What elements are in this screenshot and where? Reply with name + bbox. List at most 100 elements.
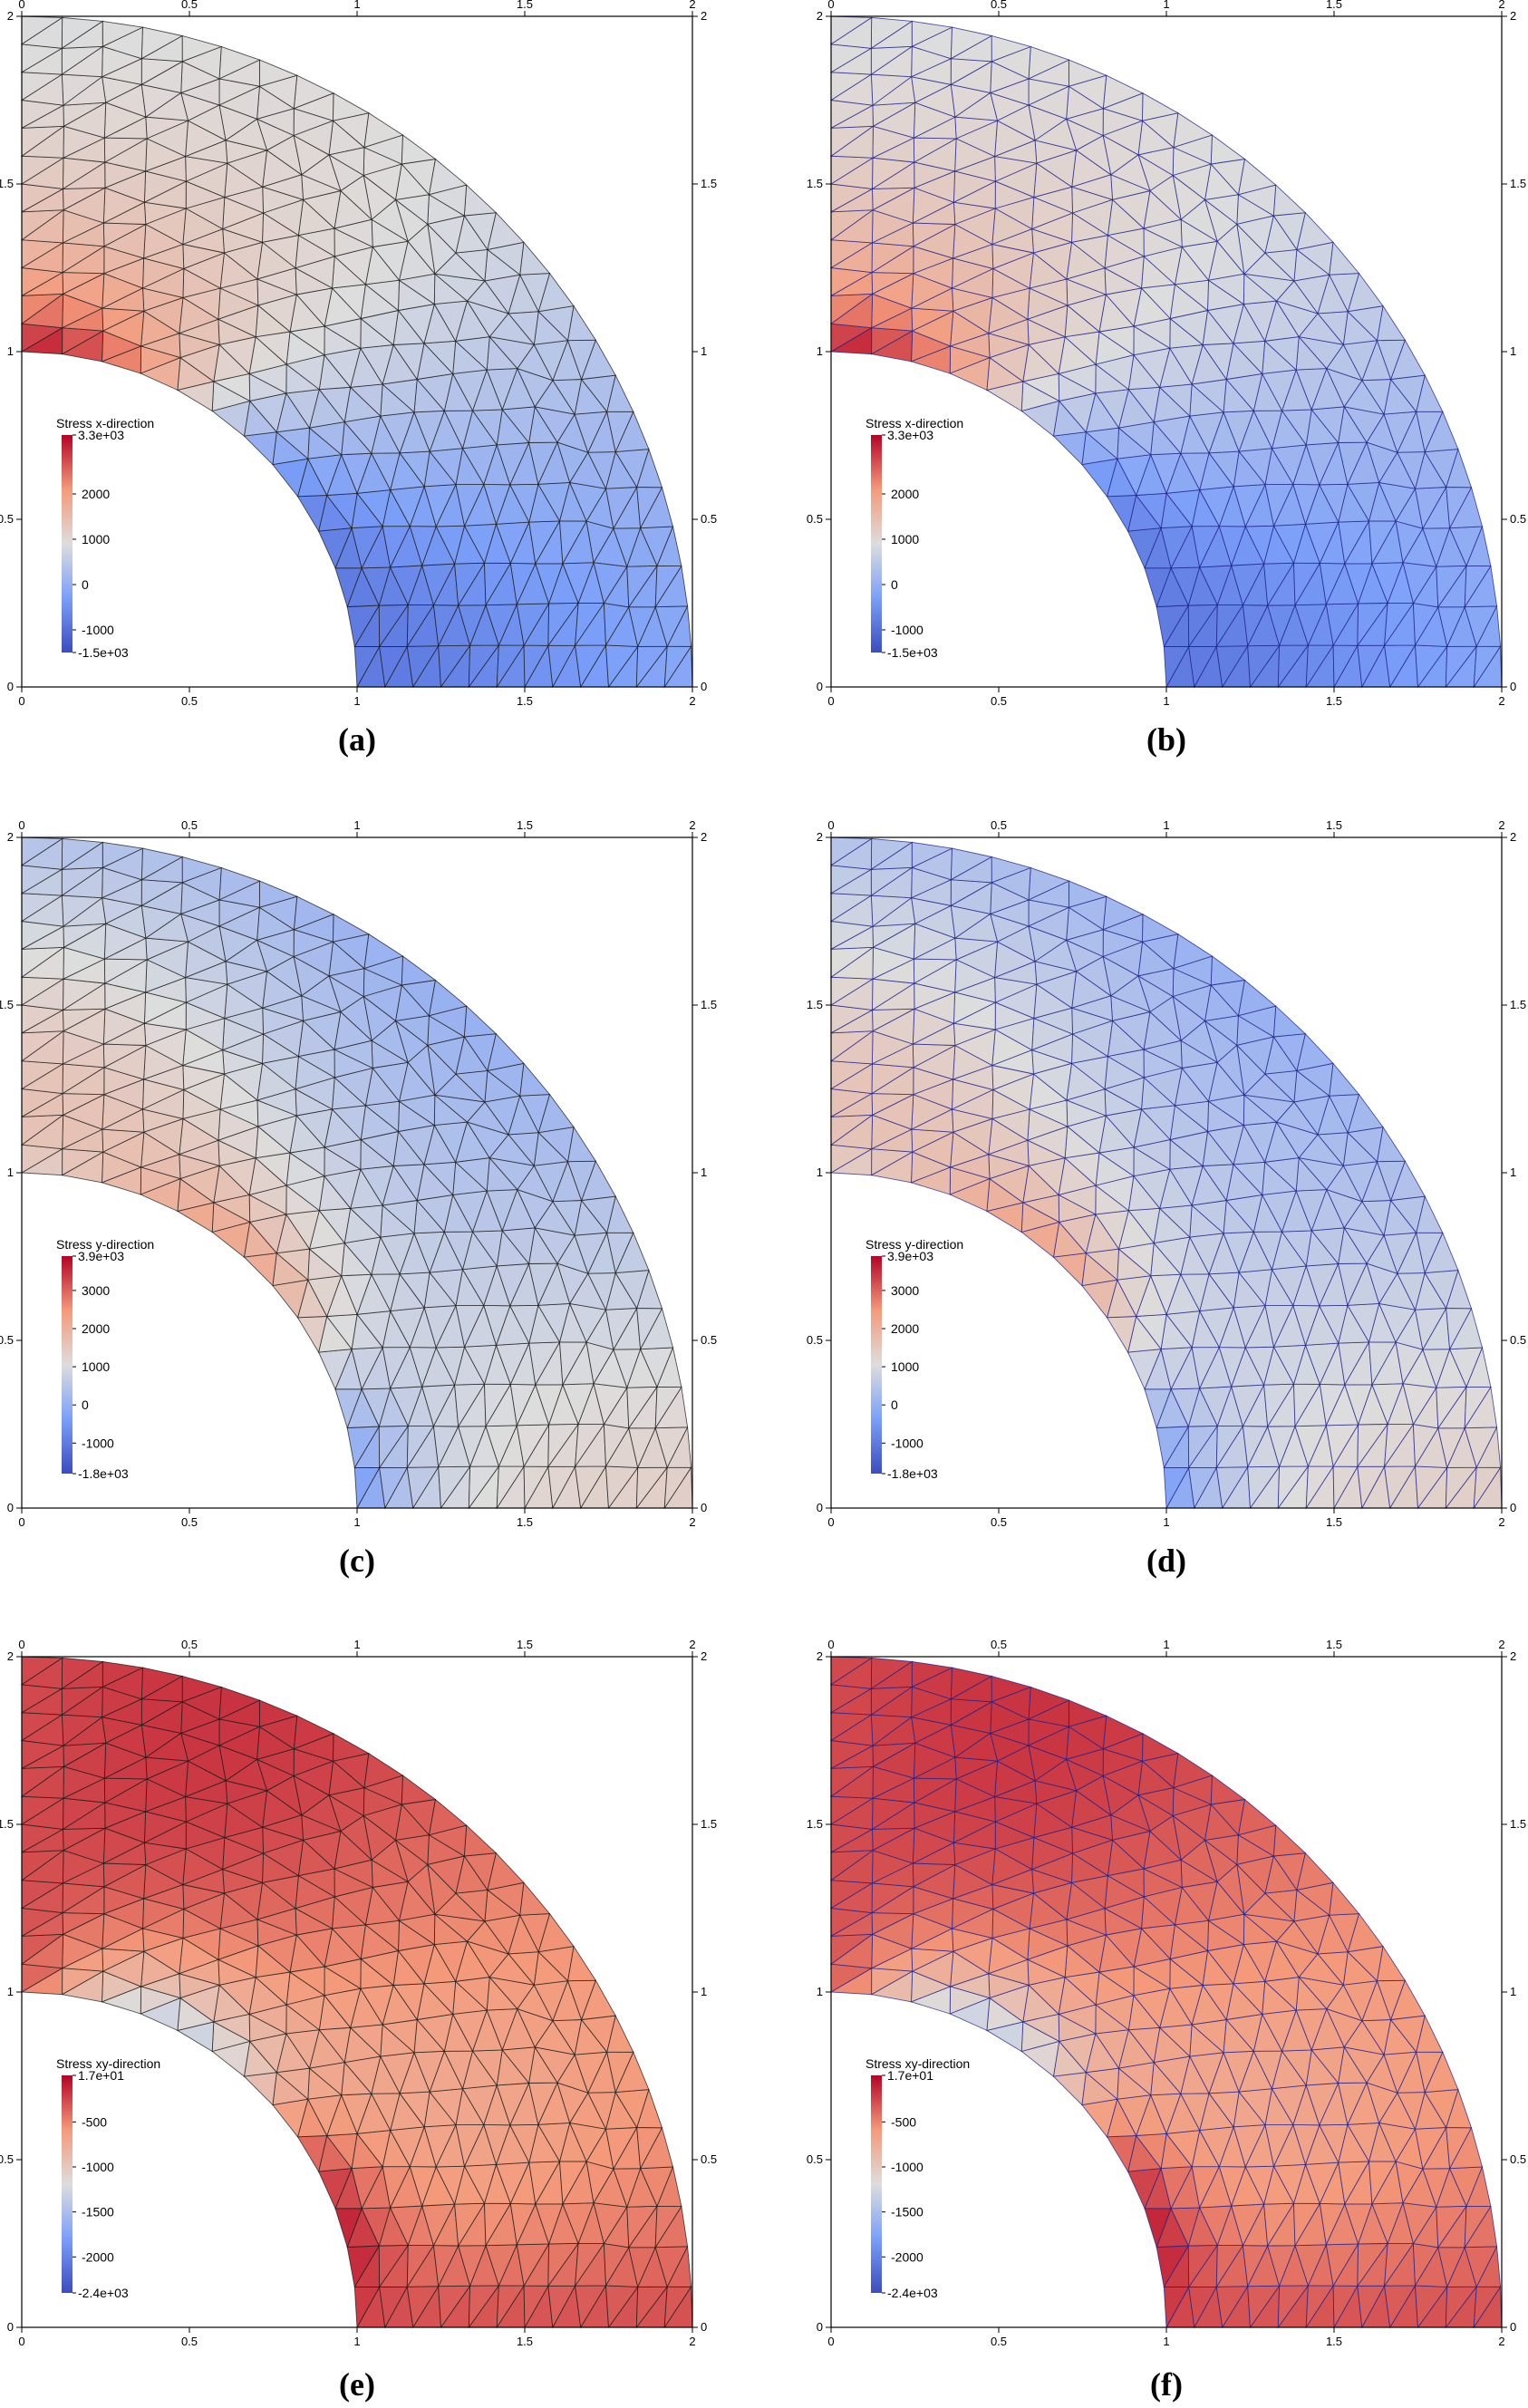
y-tick-label-right: 1.5 (701, 998, 717, 1011)
y-tick-label-left: 2 (7, 1649, 14, 1663)
x-tick-label-top: 2 (689, 1638, 695, 1651)
x-tick-label-top: 1 (353, 0, 360, 11)
x-tick-label-top: 1.5 (1326, 1638, 1342, 1651)
x-tick-label-bottom: 2 (1498, 694, 1504, 708)
x-tick-label-top: 0.5 (991, 1638, 1007, 1651)
colorbar (62, 1256, 73, 1474)
y-tick-label-right: 2 (701, 1649, 707, 1663)
legend-title: Stress xy-direction (866, 2056, 970, 2071)
mesh-element (1052, 1252, 1087, 1287)
x-tick-label-top: 1.5 (517, 1638, 533, 1651)
x-tick-label-top: 0 (18, 818, 24, 832)
y-tick-label-left: 2 (7, 830, 14, 844)
legend-tick-label: 1000 (82, 1359, 110, 1374)
y-tick-label-left: 1 (817, 344, 823, 358)
legend-max-label: 3.3e+03 (887, 428, 933, 442)
legend-tick-label: 2000 (891, 1321, 919, 1336)
x-tick-label-bottom: 1 (353, 694, 360, 708)
legend-tick-label: 1000 (891, 1359, 919, 1374)
y-tick-label-right: 0.5 (1510, 512, 1526, 526)
colorbar (62, 435, 73, 653)
panel-caption: (a) (338, 721, 376, 758)
mesh-element (1272, 184, 1307, 217)
x-tick-label-top: 1.5 (1326, 818, 1342, 832)
stress-field-mesh (20, 1656, 693, 2329)
x-tick-label-bottom: 1.5 (1326, 1515, 1342, 1529)
y-tick-label-left: 0 (817, 680, 823, 693)
legend-tick-label: 2000 (82, 1321, 110, 1336)
y-tick-label-left: 0.5 (0, 2152, 14, 2166)
y-tick-label-left: 0 (7, 2320, 14, 2334)
x-tick-label-top: 2 (689, 818, 695, 832)
x-tick-label-bottom: 0.5 (991, 1515, 1007, 1529)
x-tick-label-top: 2 (1498, 0, 1504, 11)
panel-caption: (c) (339, 1542, 375, 1579)
x-tick-label-top: 2 (1498, 1638, 1504, 1651)
y-tick-label-right: 0.5 (701, 2152, 717, 2166)
y-tick-label-right: 1.5 (1510, 177, 1526, 190)
mesh-element (1052, 431, 1087, 466)
y-tick-label-left: 0.5 (807, 512, 823, 526)
legend-tick-label: -1500 (891, 2205, 924, 2219)
y-tick-label-left: 1 (7, 1165, 14, 1179)
y-tick-label-right: 1 (1510, 1985, 1516, 1998)
y-tick-label-right: 0.5 (1510, 1333, 1526, 1347)
x-tick-label-bottom: 0 (827, 694, 834, 708)
y-tick-label-left: 1.5 (0, 177, 14, 190)
x-tick-label-top: 0.5 (181, 818, 198, 832)
x-tick-label-top: 2 (1498, 818, 1504, 832)
legend-min-label: -1.8e+03 (78, 1466, 129, 1481)
y-tick-label-right: 0.5 (701, 512, 717, 526)
x-tick-label-bottom: 1.5 (1326, 2335, 1342, 2348)
legend-max-label: 3.9e+03 (887, 1249, 933, 1263)
x-tick-label-bottom: 2 (1498, 2335, 1504, 2348)
y-tick-label-right: 2 (701, 830, 707, 844)
legend-tick-label: -2000 (891, 2249, 924, 2264)
panel-caption: (d) (1146, 1542, 1186, 1579)
y-tick-label-left: 1.5 (807, 177, 823, 190)
legend-min-label: -2.4e+03 (887, 2286, 938, 2300)
x-tick-label-top: 1 (353, 818, 360, 832)
y-tick-label-left: 0.5 (807, 2152, 823, 2166)
y-tick-label-right: 1.5 (1510, 1817, 1526, 1831)
y-tick-label-left: 0 (817, 1501, 823, 1514)
y-tick-label-left: 0.5 (0, 1333, 14, 1347)
y-tick-label-left: 2 (817, 9, 823, 23)
y-tick-label-right: 2 (701, 9, 707, 23)
legend-max-label: 3.9e+03 (78, 1249, 124, 1263)
x-tick-label-bottom: 1 (1163, 2335, 1169, 2348)
x-tick-label-top: 0.5 (991, 818, 1007, 832)
x-tick-label-bottom: 1 (353, 2335, 360, 2348)
x-tick-label-top: 0.5 (181, 0, 198, 11)
mesh-element (1329, 241, 1360, 276)
legend-tick-label: -1000 (82, 1436, 114, 1450)
legend-tick-label: 0 (82, 1397, 89, 1412)
y-tick-label-right: 2 (1510, 1649, 1516, 1663)
legend-max-label: 1.7e+01 (887, 2068, 933, 2083)
legend-tick-label: 3000 (891, 1283, 919, 1298)
y-tick-label-left: 0 (817, 2320, 823, 2334)
mesh-element (1210, 134, 1246, 165)
mesh-element (519, 1881, 551, 1916)
legend-title: Stress y-direction (866, 1237, 963, 1252)
x-tick-label-bottom: 0 (827, 1515, 834, 1529)
panel-caption: (f) (1150, 2366, 1183, 2403)
x-tick-label-top: 0 (18, 0, 24, 11)
stress-field-mesh (20, 15, 693, 689)
mesh-element (1210, 1775, 1246, 1805)
mesh-element (1272, 1005, 1307, 1038)
stress-field-mesh (829, 1656, 1503, 2329)
x-tick-label-bottom: 1.5 (517, 2335, 533, 2348)
legend-max-label: 3.3e+03 (78, 428, 124, 442)
mesh-element (1272, 1824, 1307, 1857)
y-tick-label-left: 2 (817, 830, 823, 844)
y-tick-label-right: 0 (1510, 680, 1516, 693)
